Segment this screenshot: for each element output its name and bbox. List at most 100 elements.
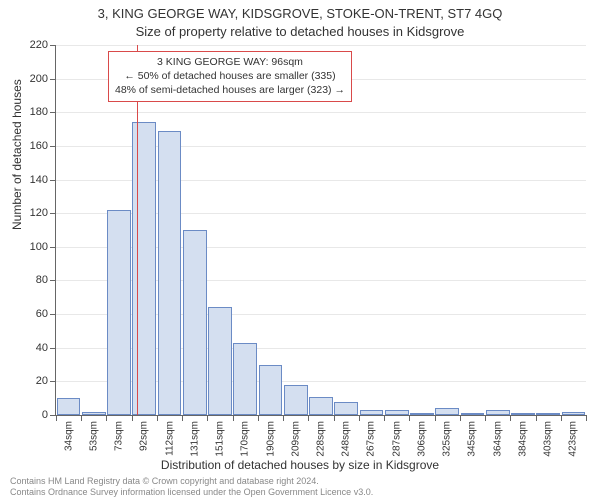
x-tick-label: 306sqm: [416, 421, 427, 457]
y-tick-label: 180: [30, 106, 48, 118]
x-tick: [359, 415, 360, 421]
y-tick: [50, 314, 56, 315]
histogram-bar: [360, 410, 384, 415]
histogram-bar: [82, 412, 106, 415]
annotation-line: 3 KING GEORGE WAY: 96sqm: [115, 55, 345, 69]
x-tick: [56, 415, 57, 421]
histogram-bar: [158, 131, 182, 415]
x-tick-label: 325sqm: [442, 421, 453, 457]
histogram-bar: [107, 210, 131, 415]
x-tick: [485, 415, 486, 421]
chart-title-1: 3, KING GEORGE WAY, KIDSGROVE, STOKE-ON-…: [0, 6, 600, 21]
x-tick-label: 267sqm: [366, 421, 377, 457]
x-tick-label: 34sqm: [63, 421, 74, 451]
y-tick: [50, 213, 56, 214]
x-tick-label: 190sqm: [265, 421, 276, 457]
y-tick-label: 120: [30, 207, 48, 219]
chart-container: 3, KING GEORGE WAY, KIDSGROVE, STOKE-ON-…: [0, 0, 600, 500]
x-tick: [207, 415, 208, 421]
x-tick-label: 384sqm: [517, 421, 528, 457]
x-tick-label: 170sqm: [240, 421, 251, 457]
histogram-bar: [233, 343, 257, 415]
y-tick: [50, 45, 56, 46]
chart-title-2: Size of property relative to detached ho…: [0, 24, 600, 39]
x-tick-label: 131sqm: [189, 421, 200, 457]
x-tick-label: 403sqm: [543, 421, 554, 457]
annotation-line: 48% of semi-detached houses are larger (…: [115, 83, 345, 97]
x-tick-label: 228sqm: [316, 421, 327, 457]
x-tick: [561, 415, 562, 421]
histogram-bar: [208, 307, 232, 415]
y-axis-title: Number of detached houses: [10, 79, 24, 230]
footer-line-2: Contains Ordnance Survey information lic…: [10, 487, 373, 498]
x-tick: [435, 415, 436, 421]
y-tick-label: 100: [30, 241, 48, 253]
x-tick: [258, 415, 259, 421]
histogram-bar: [385, 410, 409, 415]
histogram-bar: [435, 408, 459, 415]
y-tick-label: 0: [42, 409, 48, 421]
y-tick-label: 60: [36, 308, 48, 320]
y-tick-label: 20: [36, 375, 48, 387]
histogram-bar: [461, 413, 485, 415]
x-tick: [384, 415, 385, 421]
x-tick-label: 92sqm: [139, 421, 150, 451]
histogram-bar: [511, 413, 535, 415]
x-tick-label: 364sqm: [492, 421, 503, 457]
x-tick: [308, 415, 309, 421]
footer-attribution: Contains HM Land Registry data © Crown c…: [10, 476, 373, 498]
histogram-bar: [334, 402, 358, 415]
x-tick: [233, 415, 234, 421]
x-tick-label: 112sqm: [164, 421, 175, 456]
y-tick: [50, 381, 56, 382]
y-tick: [50, 112, 56, 113]
y-tick: [50, 180, 56, 181]
x-tick-label: 53sqm: [88, 421, 99, 451]
histogram-bar: [536, 413, 560, 415]
x-tick: [81, 415, 82, 421]
x-tick-label: 151sqm: [215, 421, 226, 457]
histogram-bar: [486, 410, 510, 415]
x-tick: [132, 415, 133, 421]
marker-annotation: 3 KING GEORGE WAY: 96sqm← 50% of detache…: [108, 51, 352, 102]
x-tick: [409, 415, 410, 421]
x-tick: [586, 415, 587, 421]
x-tick: [283, 415, 284, 421]
y-tick-label: 80: [36, 274, 48, 286]
y-tick-label: 40: [36, 342, 48, 354]
x-tick: [106, 415, 107, 421]
y-tick: [50, 146, 56, 147]
x-tick: [182, 415, 183, 421]
x-tick-label: 248sqm: [341, 421, 352, 457]
y-tick-label: 200: [30, 73, 48, 85]
x-tick: [536, 415, 537, 421]
x-tick: [510, 415, 511, 421]
x-tick: [334, 415, 335, 421]
histogram-bar: [309, 397, 333, 416]
x-tick: [460, 415, 461, 421]
y-tick: [50, 247, 56, 248]
y-tick-label: 140: [30, 174, 48, 186]
footer-line-1: Contains HM Land Registry data © Crown c…: [10, 476, 373, 487]
annotation-line: ← 50% of detached houses are smaller (33…: [115, 69, 345, 83]
histogram-bar: [410, 413, 434, 415]
grid-line: [56, 45, 586, 46]
x-tick-label: 345sqm: [467, 421, 478, 457]
x-axis-title: Distribution of detached houses by size …: [0, 458, 600, 472]
histogram-bar: [562, 412, 586, 415]
plot-area: 02040608010012014016018020022034sqm53sqm…: [55, 45, 586, 416]
x-tick: [157, 415, 158, 421]
histogram-bar: [183, 230, 207, 415]
y-tick: [50, 79, 56, 80]
histogram-bar: [57, 398, 81, 415]
y-tick: [50, 280, 56, 281]
x-tick-label: 73sqm: [114, 421, 125, 451]
histogram-bar: [284, 385, 308, 415]
x-tick-label: 209sqm: [290, 421, 301, 457]
y-tick: [50, 348, 56, 349]
histogram-bar: [259, 365, 283, 415]
grid-line: [56, 112, 586, 113]
x-tick-label: 287sqm: [391, 421, 402, 457]
y-tick-label: 220: [30, 39, 48, 51]
x-tick-label: 423sqm: [568, 421, 579, 457]
